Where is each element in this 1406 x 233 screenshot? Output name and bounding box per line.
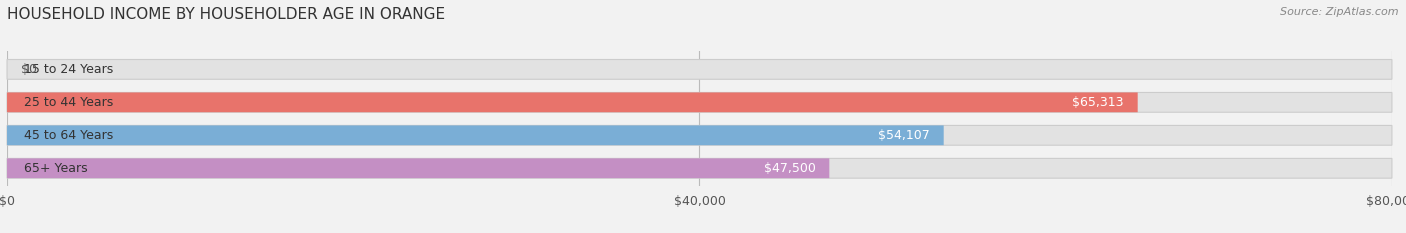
- Text: Source: ZipAtlas.com: Source: ZipAtlas.com: [1281, 7, 1399, 17]
- Text: $0: $0: [21, 63, 37, 76]
- FancyBboxPatch shape: [7, 125, 1392, 145]
- Text: $65,313: $65,313: [1073, 96, 1123, 109]
- Text: $54,107: $54,107: [879, 129, 929, 142]
- Text: HOUSEHOLD INCOME BY HOUSEHOLDER AGE IN ORANGE: HOUSEHOLD INCOME BY HOUSEHOLDER AGE IN O…: [7, 7, 446, 22]
- Text: 15 to 24 Years: 15 to 24 Years: [24, 63, 114, 76]
- Text: $47,500: $47,500: [763, 162, 815, 175]
- Text: 45 to 64 Years: 45 to 64 Years: [24, 129, 114, 142]
- FancyBboxPatch shape: [7, 93, 1392, 112]
- FancyBboxPatch shape: [7, 158, 830, 178]
- FancyBboxPatch shape: [7, 125, 943, 145]
- FancyBboxPatch shape: [7, 93, 1137, 112]
- FancyBboxPatch shape: [7, 59, 1392, 79]
- FancyBboxPatch shape: [7, 158, 1392, 178]
- Text: 25 to 44 Years: 25 to 44 Years: [24, 96, 114, 109]
- Text: 65+ Years: 65+ Years: [24, 162, 89, 175]
